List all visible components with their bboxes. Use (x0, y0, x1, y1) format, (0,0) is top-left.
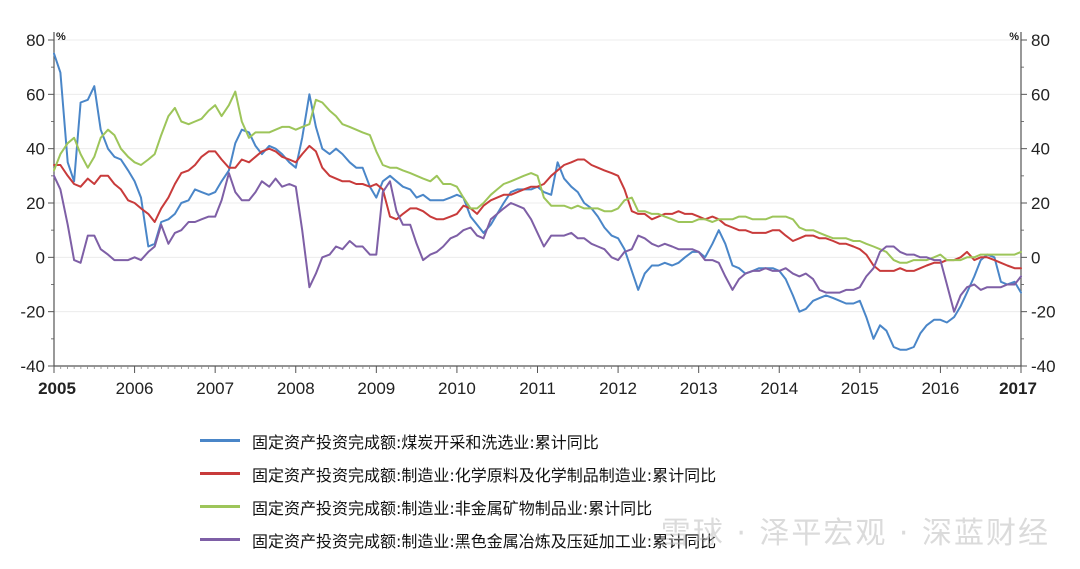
x-tick-label: 2006 (116, 379, 154, 398)
y-tick-label-left: -40 (20, 357, 45, 376)
x-tick-label: 2017 (999, 379, 1037, 398)
legend-item: 固定资产投资完成额:制造业:化学原料及化学制品制造业:累计同比 (200, 457, 716, 490)
y-tick-label-right: 60 (1031, 85, 1050, 104)
y-unit-label-right: % (1009, 31, 1019, 43)
x-tick-label: 2012 (599, 379, 637, 398)
y-tick-label-right: 0 (1031, 248, 1040, 267)
legend: 固定资产投资完成额:煤炭开采和洗选业:累计同比固定资产投资完成额:制造业:化学原… (200, 424, 716, 556)
watermark: 雪球 · 泽平宏观 · 深蓝财经 (660, 516, 1050, 551)
legend-label: 固定资产投资完成额:制造业:非金属矿物制品业:累计同比 (252, 498, 653, 518)
x-tick-label: 2010 (438, 379, 476, 398)
y-tick-label-left: 80 (26, 31, 45, 50)
x-tick-label: 2013 (680, 379, 718, 398)
y-tick-label-right: 40 (1031, 140, 1050, 159)
series-line-2 (53, 144, 1022, 272)
legend-swatch (200, 439, 240, 442)
y-tick-label-right: 20 (1031, 194, 1050, 213)
legend-label: 固定资产投资完成额:制造业:黑色金属冶炼及压延加工业:累计同比 (252, 531, 717, 551)
x-tick-label: 2009 (357, 379, 395, 398)
x-tick-label: 2011 (519, 379, 556, 398)
legend-item: 固定资产投资完成额:制造业:非金属矿物制品业:累计同比 (200, 490, 716, 523)
series-layer (53, 52, 1022, 351)
x-tick-label: 2005 (38, 379, 76, 398)
x-tick-label: 2015 (841, 379, 879, 398)
axes (48, 32, 1027, 373)
legend-swatch (200, 505, 240, 508)
series-line-1 (53, 52, 1022, 351)
legend-item: 固定资产投资完成额:制造业:黑色金属冶炼及压延加工业:累计同比 (200, 523, 716, 556)
grid-lines (54, 39, 1021, 367)
x-tick-label: 2016 (922, 379, 960, 398)
tick-labels: 80 80 60 60 40 40 20 20 0 0 -20 -20 -40 -40% % 2005 2006… (20, 31, 1055, 398)
x-tick-label: 2008 (277, 379, 315, 398)
y-unit-label-left: % (56, 31, 66, 43)
y-tick-label-right: -20 (1031, 303, 1056, 322)
legend-label: 固定资产投资完成额:制造业:化学原料及化学制品制造业:累计同比 (252, 465, 717, 485)
legend-swatch (200, 472, 240, 475)
legend-swatch (200, 538, 240, 541)
x-tick-label: 2014 (760, 379, 798, 398)
y-tick-label-left: -20 (20, 303, 45, 322)
line-chart: 80 80 60 60 40 40 20 20 0 0 -20 -20 -40 -40% % 2005 2006… (20, 31, 1055, 398)
y-tick-label-left: 40 (26, 140, 45, 159)
series-line-4 (53, 172, 1022, 313)
y-tick-label-right: 80 (1031, 31, 1050, 50)
y-tick-label-left: 0 (36, 248, 45, 267)
x-tick-label: 2007 (196, 379, 234, 398)
y-tick-label-left: 20 (26, 194, 45, 213)
y-tick-label-left: 60 (26, 85, 45, 104)
y-tick-label-right: -40 (1031, 357, 1056, 376)
legend-label: 固定资产投资完成额:煤炭开采和洗选业:累计同比 (252, 432, 599, 452)
legend-item: 固定资产投资完成额:煤炭开采和洗选业:累计同比 (200, 424, 716, 457)
series-line-3 (53, 90, 1022, 264)
